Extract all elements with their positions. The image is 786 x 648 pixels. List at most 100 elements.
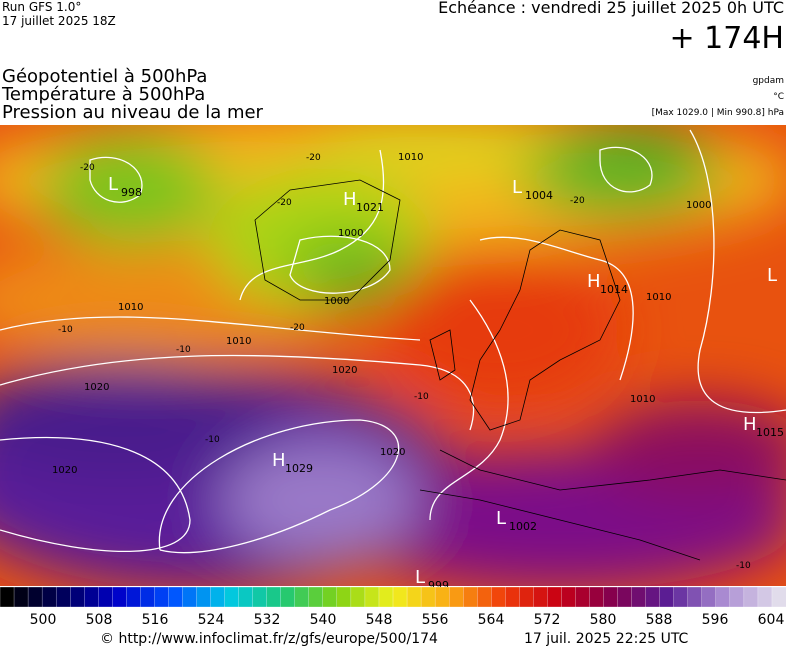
center-value: 1014 [600, 283, 628, 296]
colorbar-tick-label: 596 [702, 612, 729, 628]
center-value: 1029 [285, 462, 313, 475]
colorbar-swatch [491, 586, 506, 608]
valid-time: Echéance : vendredi 25 juillet 2025 0h U… [438, 0, 784, 17]
colorbar-swatch [617, 586, 633, 608]
pressure-center: L [767, 265, 777, 286]
colorbar-swatch [392, 586, 408, 608]
temperature-label: -10 [414, 392, 429, 402]
unit-label: [Max 1029.0 | Min 990.8] hPa [652, 108, 784, 118]
colorbar-swatch [645, 586, 661, 608]
colorbar-swatch [224, 586, 240, 608]
colorbar-swatch [210, 586, 226, 608]
run-label: Run GFS 1.0° [2, 0, 81, 14]
temperature-label: -20 [306, 153, 321, 163]
colorbar-swatch [589, 586, 605, 608]
colorbar-swatch [182, 586, 198, 608]
pressure-center: L 998 [108, 174, 142, 199]
temperature-label: -20 [80, 163, 95, 173]
pressure-center: L 1002 [496, 508, 537, 533]
isobar-label: 1000 [338, 228, 363, 239]
colorbar-tick-label: 556 [422, 612, 449, 628]
colorbar-tick-label: 604 [758, 612, 785, 628]
colorbar-swatch [463, 586, 478, 608]
field-title: Géopotentiel à 500hPa [2, 66, 207, 87]
colorbar-tick-label: 516 [142, 612, 169, 628]
field-title: Température à 500hPa [1, 84, 205, 105]
colorbar-swatch [378, 586, 394, 608]
center-kind: L [512, 177, 522, 198]
isobar-label: 1010 [646, 292, 671, 303]
colorbar-swatch [406, 586, 422, 608]
colorbar-tick-label: 524 [198, 612, 225, 628]
colorbar-swatch [771, 586, 786, 608]
colorbar-swatch [729, 586, 745, 608]
colorbar-swatch [350, 586, 366, 608]
unit-label: °C [773, 92, 784, 102]
colorbar-swatch [477, 586, 492, 608]
colorbar-swatch [364, 586, 380, 608]
colorbar-swatch [547, 586, 563, 608]
colorbar-swatch [13, 586, 29, 608]
run-date: 17 juillet 2025 18Z [2, 14, 116, 28]
footer-url: © http://www.infoclimat.fr/z/gfs/europe/… [100, 631, 438, 647]
colorbar-swatch [561, 586, 577, 608]
colorbar-swatch [154, 586, 170, 608]
colorbar-swatch [533, 586, 549, 608]
temperature-label: -10 [736, 561, 751, 571]
center-kind: L [496, 508, 506, 529]
isobar-label: 1020 [52, 465, 77, 476]
pressure-center: H 1029 [272, 450, 313, 475]
colorbar-swatch [41, 586, 57, 608]
isobar-label: 1010 [226, 336, 251, 347]
center-kind: L [108, 174, 118, 195]
colorbar-tick-label: 564 [478, 612, 505, 628]
temperature-label: -20 [277, 198, 292, 208]
colorbar-swatch [280, 586, 296, 608]
center-value: 998 [121, 186, 142, 199]
colorbar-swatch [70, 586, 85, 608]
colorbar-swatch [659, 586, 675, 608]
colorbar-swatch [126, 586, 142, 608]
center-kind: L [415, 567, 425, 588]
colorbar-swatch [322, 586, 338, 608]
colorbar-swatch [308, 586, 324, 608]
colorbar-swatch [603, 586, 619, 608]
center-value: 1002 [509, 520, 537, 533]
colorbar-tick-label: 540 [310, 612, 337, 628]
center-kind: H [343, 189, 357, 210]
colorbar-swatch [673, 586, 689, 608]
temperature-label: -10 [205, 435, 220, 445]
isobar-label: 1010 [118, 302, 143, 313]
colorbar-tick-label: 580 [590, 612, 617, 628]
colorbar-swatch [505, 586, 520, 608]
temperature-label: -10 [176, 345, 191, 355]
pressure-center: L 1004 [512, 177, 553, 202]
colorbar-swatch [448, 586, 464, 608]
center-kind: H [743, 414, 757, 435]
colorbar-tick-label: 572 [534, 612, 561, 628]
colorbar-swatch [168, 586, 184, 608]
colorbar-swatch [98, 586, 113, 608]
colorbar-swatch [575, 586, 591, 608]
unit-label: gpdam [753, 76, 784, 86]
colorbar-tick-label: 500 [30, 612, 57, 628]
footer-time: 17 juil. 2025 22:25 UTC [524, 631, 689, 647]
lead-time: + 174H [670, 21, 785, 56]
colorbar-swatch [757, 586, 773, 608]
temperature-label: -20 [570, 196, 585, 206]
pressure-center: H 1021 [343, 189, 384, 214]
temperature-label: -20 [290, 323, 305, 333]
pressure-center: H 1015 [743, 414, 784, 439]
map [0, 125, 786, 586]
colorbar-tick-label: 548 [366, 612, 393, 628]
colorbar-swatch [266, 586, 282, 608]
isobar-label: 1020 [332, 365, 357, 376]
field-title: Pression au niveau de la mer [2, 102, 264, 123]
colorbar-tick-label: 588 [646, 612, 673, 628]
colorbar-swatch [715, 586, 731, 608]
isobar-label: 1010 [398, 152, 423, 163]
center-kind: L [767, 265, 777, 286]
center-value: 1004 [525, 189, 553, 202]
isobar-label: 1010 [630, 394, 655, 405]
